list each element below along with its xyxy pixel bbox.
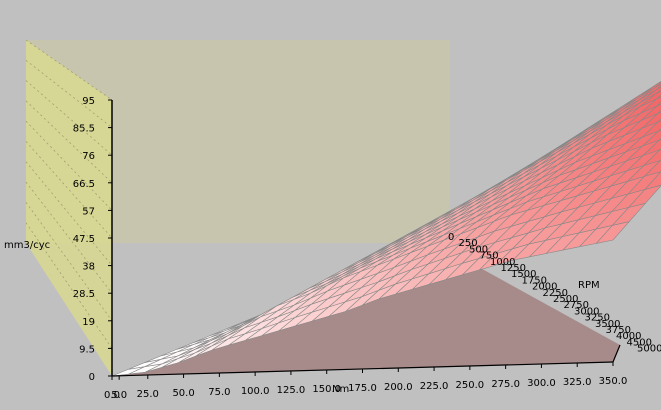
- x-tick-label: 75.0: [208, 387, 230, 398]
- surface-cell: [595, 221, 630, 244]
- x-tick-label: 5.0: [111, 390, 127, 401]
- y-axis-line: [612, 344, 621, 363]
- y-tick-label: 3750: [606, 325, 631, 336]
- x-tick-label: 150.0: [312, 384, 341, 395]
- z-tick-label: 47.5: [73, 234, 95, 245]
- left-wall: [26, 40, 112, 376]
- x-tick-label: 250.0: [456, 380, 485, 391]
- x-tick-label: 350.0: [599, 376, 628, 387]
- z-tick-label: 76: [82, 151, 95, 162]
- surface-cell: [656, 94, 661, 100]
- z-tick-label: 95: [82, 96, 95, 107]
- x-tick-label: 200.0: [384, 382, 413, 393]
- y-tick-label: 1250: [501, 263, 526, 274]
- x-tick-label: 50.0: [172, 388, 194, 399]
- x-tick-label: 175.0: [348, 383, 377, 394]
- y-tick-label: 0: [448, 232, 454, 243]
- y-tick-label: 1750: [522, 275, 547, 286]
- y-tick-label: 2750: [564, 300, 589, 311]
- x-tick-label: 100.0: [241, 386, 270, 397]
- x-tick-label: 25.0: [137, 389, 159, 400]
- y-tick-label: 2500: [553, 294, 578, 305]
- z-tick-label: 85.5: [73, 124, 95, 135]
- y-tick-label: 250: [459, 238, 478, 249]
- y-tick-label: 2000: [532, 282, 557, 293]
- surface-cell: [657, 110, 661, 114]
- surface-cell: [654, 82, 661, 88]
- back-wall: [26, 40, 450, 243]
- z-tick-label: 28.5: [73, 289, 95, 300]
- surface-mesh: [111, 81, 661, 377]
- x-axis-label: Nm: [332, 384, 349, 395]
- z-tick-label: 66.5: [73, 179, 95, 190]
- surface-cell: [658, 128, 661, 132]
- x-tick-label: 275.0: [491, 379, 520, 390]
- x-tick-label: 125.0: [277, 385, 306, 396]
- y-tick-label: 2250: [543, 288, 568, 299]
- y-tick-label: 3500: [595, 319, 620, 330]
- y-tick-label: 750: [480, 251, 499, 262]
- y-tick-label: 500: [469, 244, 488, 255]
- surface-cell: [655, 89, 661, 94]
- y-tick-label: 4000: [616, 331, 641, 342]
- floor-plane: [112, 243, 620, 376]
- y-tick-label: 3250: [585, 313, 610, 324]
- y-tick-label: 1000: [490, 257, 515, 268]
- y-tick-label: 4500: [627, 337, 652, 348]
- surface-cell: [657, 118, 661, 123]
- y-tick-label: 5000: [637, 344, 661, 355]
- z-tick-label: 9.5: [79, 344, 95, 355]
- z-tick-label: 19: [82, 317, 95, 328]
- z-axis-label: mm3/cyc: [4, 240, 50, 251]
- y-axis-label: RPM: [578, 280, 600, 291]
- x-tick-label: 300.0: [527, 378, 556, 389]
- z-tick-label: 57: [82, 206, 95, 217]
- y-tick-label: 1500: [511, 269, 536, 280]
- y-tick-label: 3000: [574, 306, 599, 317]
- x-tick-label: 0.0: [104, 390, 120, 401]
- z-tick-label: 0: [89, 372, 95, 383]
- surface-cell: [656, 101, 661, 107]
- x-tick-label: 325.0: [563, 377, 592, 388]
- x-tick-label: 225.0: [420, 381, 449, 392]
- z-tick-label: 38: [82, 262, 95, 273]
